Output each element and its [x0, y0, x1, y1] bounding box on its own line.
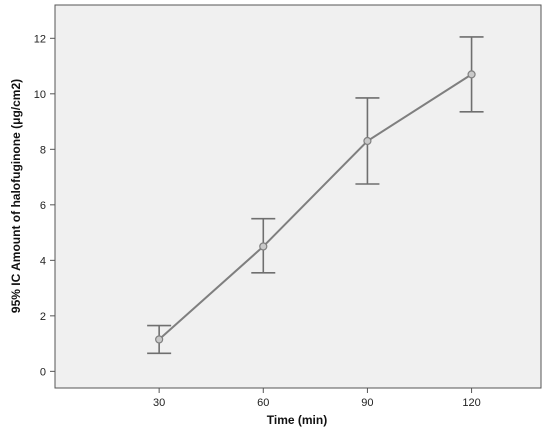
series-layer [147, 36, 484, 355]
data-point [155, 335, 164, 344]
x-axis: 30 60 90 120 [153, 388, 481, 409]
y-tick-label: 2 [40, 311, 46, 323]
x-tick-label: 30 [153, 397, 165, 409]
y-tick-label: 10 [34, 89, 46, 101]
y-tick-label: 8 [40, 144, 46, 156]
x-tick-label: 90 [361, 397, 373, 409]
y-tick-label: 0 [40, 366, 46, 378]
plot-area [54, 4, 542, 389]
series-line [158, 73, 473, 341]
y-axis-title: 95% IC Amount of halofuginone (μg/cm2) [9, 79, 23, 313]
x-axis-title: Time (min) [267, 413, 327, 427]
data-point [467, 70, 476, 79]
y-tick-label: 6 [40, 200, 46, 212]
y-tick-label: 12 [34, 33, 46, 45]
y-axis: 0 2 4 6 8 10 12 [34, 33, 55, 378]
y-tick-label: 4 [40, 255, 46, 267]
x-tick-label: 60 [257, 397, 269, 409]
data-point [363, 136, 372, 146]
x-tick-label: 120 [462, 397, 480, 409]
data-point [259, 242, 268, 251]
